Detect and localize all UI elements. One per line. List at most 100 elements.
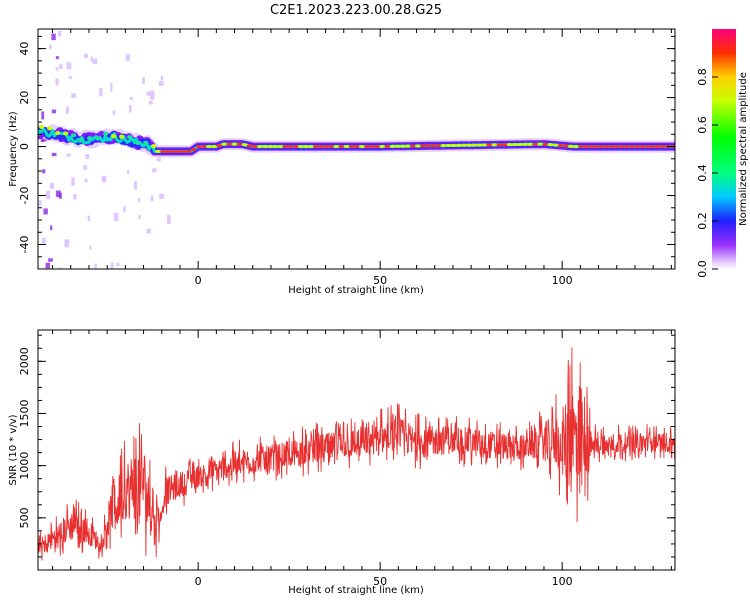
spectrogram-peak (491, 143, 498, 147)
colorbar-tick-label: 0.8 (696, 68, 709, 86)
spectrogram-noise (142, 77, 145, 85)
spectrogram-peak (211, 144, 218, 149)
spectrogram-peak (404, 144, 411, 148)
spectrogram-peak (522, 142, 529, 146)
spectrogram-noise (45, 262, 51, 269)
spectrogram-peak (343, 144, 350, 149)
spectrogram-peak (374, 144, 381, 149)
spectrogram-noise (64, 239, 70, 248)
snr-x-tick-label: 0 (195, 575, 202, 588)
spectrogram-noise (156, 157, 161, 162)
spectrogram-x-tick-label: 50 (373, 274, 387, 287)
colorbar-label: Normalized spectral amplitude (738, 72, 749, 226)
snr-y-tick-label: 2000 (18, 347, 31, 375)
spectrogram-peak (644, 144, 651, 149)
spectrogram-peak (190, 147, 197, 152)
spectrogram-noise (71, 93, 76, 99)
spectrogram-peak (206, 144, 213, 149)
spectrogram-peak (455, 143, 462, 147)
spectrogram-peak (226, 142, 233, 146)
spectrogram-peak (562, 144, 569, 148)
spectrogram-peak (537, 142, 544, 146)
spectrogram-noise (110, 262, 114, 269)
spectrogram-peak (185, 149, 192, 154)
spectrogram-noise (146, 228, 151, 234)
spectrogram-peak (598, 144, 605, 149)
spectrogram-noise (51, 109, 57, 114)
spectrogram-peak (358, 144, 365, 149)
spectrogram-peak (353, 144, 360, 149)
snr-y-tick-label: 1000 (18, 452, 31, 480)
spectrogram-noise (42, 237, 46, 244)
spectrogram-noise (110, 82, 113, 92)
spectrogram-peak (151, 144, 157, 149)
colorbar: 0.0 0.2 0.4 0.6 0.8 Normalized spectral ampl… (696, 29, 749, 278)
spectrogram-peak (302, 144, 309, 149)
spectrogram-noise (73, 194, 77, 200)
spectrogram-peak (501, 143, 508, 147)
spectrogram-peak (450, 143, 457, 148)
spectrogram-noise (113, 212, 119, 222)
spectrogram-peak (583, 144, 590, 149)
spectrogram-peak (634, 144, 641, 149)
spectrogram-peak (338, 144, 345, 149)
spectrogram-y-label: Frequency (Hz) (8, 111, 19, 187)
spectrogram-peak (47, 126, 53, 131)
spectrogram-noise (150, 195, 154, 202)
spectrogram-peak (527, 142, 534, 146)
spectrogram-noise (138, 214, 141, 220)
spectrogram-peak (649, 144, 656, 149)
snr-x-tick-label: 100 (552, 575, 573, 588)
spectrogram-peak (313, 144, 320, 149)
spectrogram-peak (547, 143, 554, 147)
spectrogram-noise (99, 88, 103, 97)
spectrogram-peak (415, 144, 422, 148)
spectrogram-peak (608, 144, 615, 149)
spectrogram-peak (430, 144, 437, 148)
spectrogram-noise (58, 30, 62, 37)
spectrogram-noise (116, 262, 120, 267)
spectrogram-peak (369, 144, 376, 149)
snr-x-tick-label: 50 (373, 575, 387, 588)
spectrogram-peak (476, 143, 483, 147)
spectrogram-peak (236, 142, 243, 146)
spectrogram-peak (496, 143, 503, 147)
spectrogram-peak (39, 124, 45, 129)
spectrogram-peak (425, 144, 432, 148)
spectrogram-peak (231, 142, 238, 146)
spectrogram-peak (440, 144, 447, 148)
spectrogram-peak (557, 143, 564, 148)
spectrogram-noise (51, 33, 56, 41)
figure-title: C2E1.2023.223.00.28.G25 (270, 3, 442, 18)
spectrogram-peak (471, 143, 478, 147)
spectrogram-noise (126, 170, 130, 175)
snr-frame (37, 329, 676, 571)
spectrogram-frame (37, 28, 676, 270)
spectrogram-peak (567, 144, 574, 148)
spectrogram-peak (445, 143, 452, 148)
spectrogram-peak (55, 131, 61, 136)
spectrogram-peak (379, 144, 386, 149)
spectrogram-peak (195, 144, 202, 149)
spectrogram-x-label: Height of straight line (km) (288, 285, 424, 296)
spectrogram-peak (180, 149, 187, 154)
spectrogram-peak (143, 140, 149, 145)
spectrogram-noise (66, 153, 71, 157)
spectrogram-peak (175, 149, 182, 154)
spectrogram-noise (71, 177, 75, 186)
spectrogram-noise (138, 198, 141, 203)
spectrogram-noise (149, 90, 155, 100)
colorbar-gradient (712, 29, 736, 269)
spectrogram-peak (629, 144, 636, 149)
spectrogram-peak (87, 136, 93, 141)
spectrogram-peak (572, 144, 579, 149)
spectrogram-peak (623, 144, 630, 149)
spectrogram-peak (328, 144, 335, 149)
spectrogram-y-tick-label: -20 (18, 187, 31, 205)
colorbar-tick-label: 0.2 (696, 212, 709, 230)
snr-panel: 0 50 100 500 1000 1500 2000 Height of straight… (8, 329, 676, 596)
spectrogram-noise (65, 106, 69, 114)
spectrogram-peak (481, 143, 488, 147)
spectrogram-peak (654, 144, 661, 149)
spectrogram-noise (166, 214, 171, 224)
